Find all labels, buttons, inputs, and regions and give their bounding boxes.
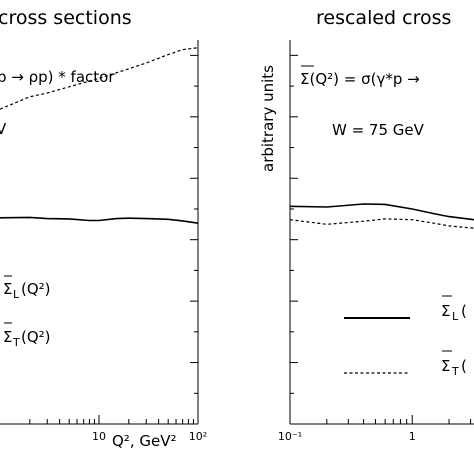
left-panel: cross sections 10 10² p → ρp) * factor V …	[0, 7, 207, 450]
right-panel: rescaled cross 10⁻¹ 1 arbitrary units Σ(Q…	[259, 7, 474, 443]
left-legend-entry-t: Σ T (Q²)	[3, 322, 51, 349]
left-legend-l-subscript: L	[13, 288, 20, 301]
left-x-ticks: 10 10²	[29, 415, 207, 443]
right-y-ticks	[290, 54, 298, 394]
left-series-sigma-l-line	[0, 216, 199, 224]
right-x-tick-label: 1	[409, 430, 416, 443]
right-legend-l-subscript: L	[452, 310, 459, 323]
right-legend-t-subscript: T	[451, 365, 459, 378]
right-legend-entry-l: Σ L (	[344, 295, 467, 323]
right-panel-title: rescaled cross	[316, 7, 451, 29]
right-legend-t-tail: (	[461, 357, 467, 375]
right-legend-l-tail: (	[461, 302, 467, 320]
left-series-sigma-t-line	[0, 47, 199, 110]
right-series-sigma-l-line	[289, 203, 474, 221]
left-right-y-ticks	[190, 54, 198, 394]
right-x-ticks: 10⁻¹ 1	[278, 415, 472, 443]
right-annotation-definition: Σ(Q²) = σ(γ*p →	[300, 70, 420, 88]
right-legend-l-sigma: Σ	[441, 302, 450, 320]
left-panel-title: cross sections	[0, 7, 132, 29]
left-legend-t-tail: (Q²)	[21, 328, 51, 346]
right-legend-entry-t: Σ T (	[344, 350, 467, 378]
left-legend-t-sigma: Σ	[3, 328, 12, 346]
right-legend-t-sigma: Σ	[441, 357, 450, 375]
left-x-tick-label: 10	[92, 430, 106, 443]
left-legend-entry-l: Σ L (Q²)	[3, 275, 51, 301]
left-x-tick-label: 10²	[189, 430, 207, 443]
left-legend-t-subscript: T	[12, 336, 20, 349]
left-annotation-process: p → ρp) * factor	[0, 68, 115, 86]
right-x-tick-label: 10⁻¹	[278, 430, 302, 443]
left-x-axis-label: Q², GeV²	[112, 432, 176, 450]
right-y-axis-label: arbitrary units	[259, 65, 277, 172]
right-series-sigma-t-line	[289, 218, 474, 229]
left-legend-l-tail: (Q²)	[21, 280, 51, 298]
left-annotation-energy: V	[0, 120, 7, 138]
right-annotation-energy: W = 75 GeV	[332, 121, 425, 139]
left-legend-l-sigma: Σ	[3, 280, 12, 298]
